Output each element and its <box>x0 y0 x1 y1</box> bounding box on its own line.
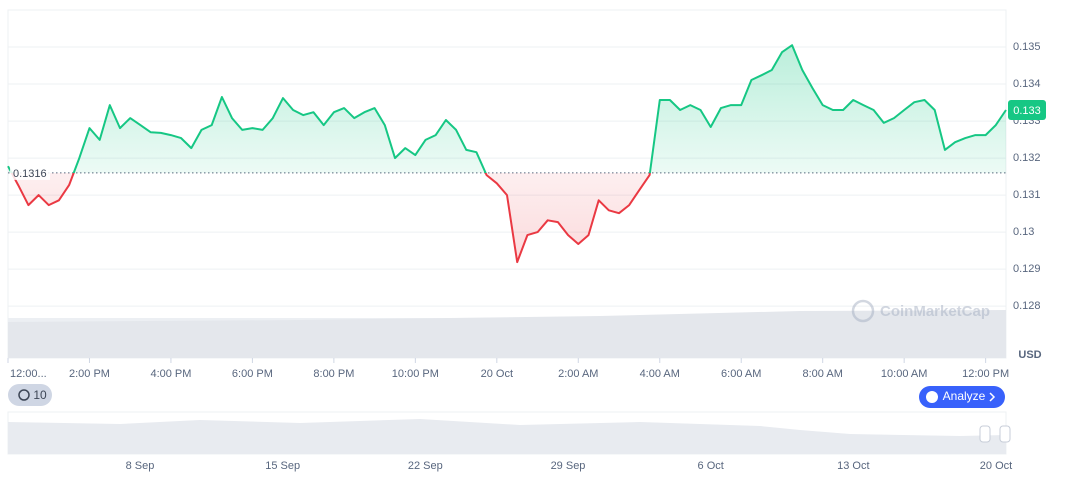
price-area <box>8 45 1006 263</box>
x-tick-label: 12:00 PM <box>962 368 1009 380</box>
y-tick-label: 0.135 <box>1013 41 1041 53</box>
x-tick-label: 6:00 AM <box>721 368 761 380</box>
x-tick-label: 4:00 PM <box>150 368 191 380</box>
watermark-text: CoinMarketCap <box>880 303 990 320</box>
navigator-label: 29 Sep <box>551 460 586 472</box>
navigator-area <box>8 419 1006 454</box>
navigator-label: 20 Oct <box>980 460 1012 472</box>
volume-area <box>8 310 1006 358</box>
history-icon <box>18 389 30 401</box>
history-badge[interactable] <box>8 384 52 406</box>
price-line <box>7 44 1007 264</box>
navigator-label: 8 Sep <box>126 460 155 472</box>
history-badge-text: 10 <box>33 388 47 402</box>
x-tick-label: 8:00 AM <box>803 368 843 380</box>
x-tick-label: 10:00 PM <box>392 368 439 380</box>
x-tick-label: 20 Oct <box>481 368 513 380</box>
y-tick-label: 0.13 <box>1013 226 1034 238</box>
navigator-label: 13 Oct <box>837 460 869 472</box>
current-price-box <box>1008 99 1046 120</box>
analyze-button[interactable] <box>919 386 1005 408</box>
baseline-label-bg <box>10 163 50 180</box>
analyze-chevron <box>989 392 996 402</box>
x-tick-label: 8:00 PM <box>313 368 354 380</box>
navigator-label: 6 Oct <box>698 460 724 472</box>
x-tick-label: 6:00 PM <box>232 368 273 380</box>
x-tick-label: 12:00... <box>10 368 47 380</box>
watermark: CoinMarketCap <box>851 299 990 323</box>
y-tick-label: 0.132 <box>1013 152 1041 164</box>
currency-label: USD <box>1018 349 1041 361</box>
navigator-label: 22 Sep <box>408 460 443 472</box>
navigator-label: 15 Sep <box>265 460 300 472</box>
y-tick-label: 0.134 <box>1013 78 1041 90</box>
navigator-handle[interactable] <box>979 425 991 443</box>
current-price-label: 0.133 <box>1013 105 1041 117</box>
x-tick-label: 4:00 AM <box>640 368 680 380</box>
y-tick-label: 0.129 <box>1013 263 1041 275</box>
x-tick-label: 10:00 AM <box>881 368 927 380</box>
analyze-icon <box>926 391 938 403</box>
navigator-handle[interactable] <box>999 425 1011 443</box>
baseline-label: 0.1316 <box>13 168 47 180</box>
y-tick-label: 0.128 <box>1013 300 1041 312</box>
x-tick-label: 2:00 PM <box>69 368 110 380</box>
x-tick-label: 2:00 AM <box>558 368 598 380</box>
analyze-text: Analyze <box>943 389 986 403</box>
y-tick-label: 0.131 <box>1013 189 1041 201</box>
